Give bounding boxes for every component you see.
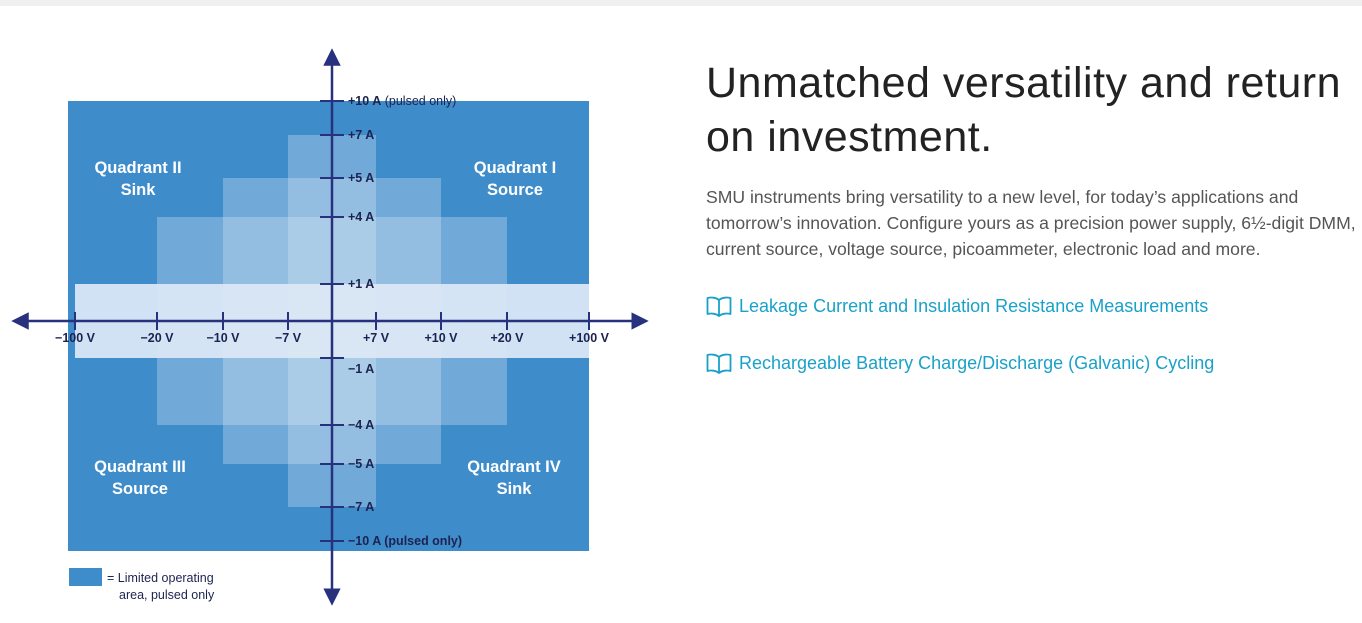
quadrant-1-name: Quadrant I: [474, 159, 557, 177]
current-tick-value: −1 A: [348, 362, 374, 376]
legend-label-line2: area, pulsed only: [119, 588, 215, 602]
voltage-tick-label: −100 V: [55, 331, 96, 345]
quadrant-2-name: Quadrant II: [94, 159, 181, 177]
current-tick-label: −10 A (pulsed only): [348, 534, 462, 548]
quadrant-2-mode: Sink: [121, 181, 157, 199]
voltage-tick-label: −10 V: [206, 331, 240, 345]
voltage-tick-label: +10 V: [424, 331, 458, 345]
link-label: Rechargeable Battery Charge/Discharge (G…: [739, 352, 1215, 373]
current-tick-label: −5 A: [348, 457, 374, 471]
voltage-tick-label: +20 V: [490, 331, 524, 345]
current-ticks: +10 A (pulsed only) +7 A +5 A +4 A +1 A −1 A −…: [320, 94, 462, 548]
top-divider: [0, 0, 1362, 6]
current-tick-value: +4 A: [348, 210, 374, 224]
quadrant-1-mode: Source: [487, 181, 543, 199]
current-tick-value: +5 A: [348, 171, 374, 185]
smu-operating-area-chart: −100 V −20 V −10 V −7 V +7 V +10 V +20 V +100 V…: [11, 48, 649, 606]
book-icon: [706, 296, 732, 317]
current-tick-label: −4 A: [348, 418, 374, 432]
quadrant-4-name: Quadrant IV: [467, 458, 561, 476]
voltage-tick-label: −20 V: [140, 331, 174, 345]
current-tick-value: −10 A: [348, 534, 381, 548]
voltage-tick-label: −7 V: [275, 331, 302, 345]
current-tick-label: +5 A: [348, 171, 374, 185]
intro-paragraph: SMU instruments bring versatility to a n…: [706, 187, 1356, 259]
legend-swatch: [69, 568, 102, 586]
current-tick-label: +10 A (pulsed only): [348, 94, 456, 108]
current-tick-value: +7 A: [348, 128, 374, 142]
current-tick-label: +4 A: [348, 210, 374, 224]
current-tick-value: −7 A: [348, 500, 374, 514]
link-battery-cycling[interactable]: Rechargeable Battery Charge/Discharge (G…: [706, 350, 1214, 376]
current-tick-label: +1 A: [348, 277, 374, 291]
book-icon: [706, 353, 732, 374]
page-title: Unmatched versatility and return on inve…: [706, 59, 1342, 161]
current-tick-label: −7 A: [348, 500, 374, 514]
current-tick-value: +10 A: [348, 94, 381, 108]
quadrant-3-mode: Source: [112, 480, 168, 498]
voltage-tick-label: +100 V: [569, 331, 610, 345]
current-tick-value: +1 A: [348, 277, 374, 291]
link-leakage-current[interactable]: Leakage Current and Insulation Resistanc…: [706, 293, 1208, 319]
current-tick-value: −4 A: [348, 418, 374, 432]
current-tick-label: −1 A: [348, 362, 374, 376]
voltage-tick-label: +7 V: [363, 331, 390, 345]
current-tick-note: (pulsed only): [381, 534, 462, 548]
legend-label-line1: = Limited operating: [107, 571, 214, 585]
current-tick-note: (pulsed only): [381, 94, 456, 108]
current-tick-label: +7 A: [348, 128, 374, 142]
link-label: Leakage Current and Insulation Resistanc…: [739, 295, 1209, 316]
quadrant-4-mode: Sink: [497, 480, 533, 498]
quadrant-3-name: Quadrant III: [94, 458, 186, 476]
current-tick-value: −5 A: [348, 457, 374, 471]
voltage-ticks: −100 V −20 V −10 V −7 V +7 V +10 V +20 V +100 V: [55, 312, 610, 345]
